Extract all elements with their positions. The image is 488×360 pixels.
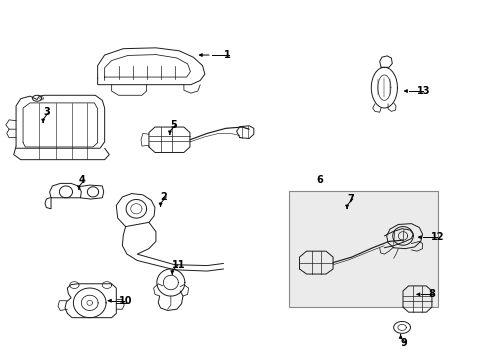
Text: 13: 13 — [416, 86, 429, 96]
Text: 9: 9 — [400, 338, 407, 348]
Text: 11: 11 — [172, 260, 185, 270]
Text: 12: 12 — [430, 232, 444, 242]
Text: 6: 6 — [316, 175, 323, 185]
Text: 4: 4 — [79, 175, 85, 185]
Bar — [288, 190, 437, 307]
Text: 10: 10 — [119, 296, 132, 306]
Text: 8: 8 — [428, 289, 435, 300]
Text: 7: 7 — [346, 194, 353, 204]
Text: 2: 2 — [160, 192, 167, 202]
Text: 1: 1 — [223, 50, 230, 60]
Text: 5: 5 — [169, 120, 176, 130]
Text: 3: 3 — [43, 107, 50, 117]
